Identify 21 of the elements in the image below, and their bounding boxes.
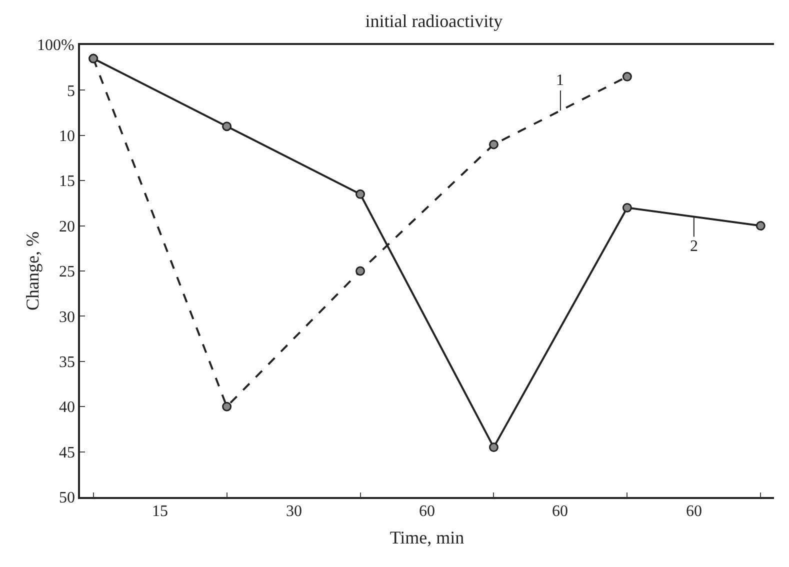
text: 100% [37,37,74,54]
x-axis-title: Time, min [390,528,464,548]
text: 15 [152,503,168,520]
text: 60 [686,503,702,520]
annotation: 1 [556,72,564,89]
y-tick-label: 15 [59,173,76,190]
text: 30 [286,503,302,520]
y-axis-title: Change, % [22,232,43,310]
chart-title: initial radioactivity [365,10,503,31]
y-tick-label: 45 [59,444,76,462]
y-tick-label: 50 [59,490,76,507]
y-tick-label: 20 [59,218,76,236]
y-tick-label: 10 [59,128,76,145]
annotation: 2 [690,238,698,255]
y-tick-label: 35 [59,354,76,371]
y-tick-label: 30 [59,308,76,326]
y-tick-label: 25 [59,264,76,281]
text: 60 [419,503,435,520]
y-tick-label: 40 [59,399,76,416]
text: 60 [552,503,568,520]
y-tick-label: 5 [67,82,76,100]
